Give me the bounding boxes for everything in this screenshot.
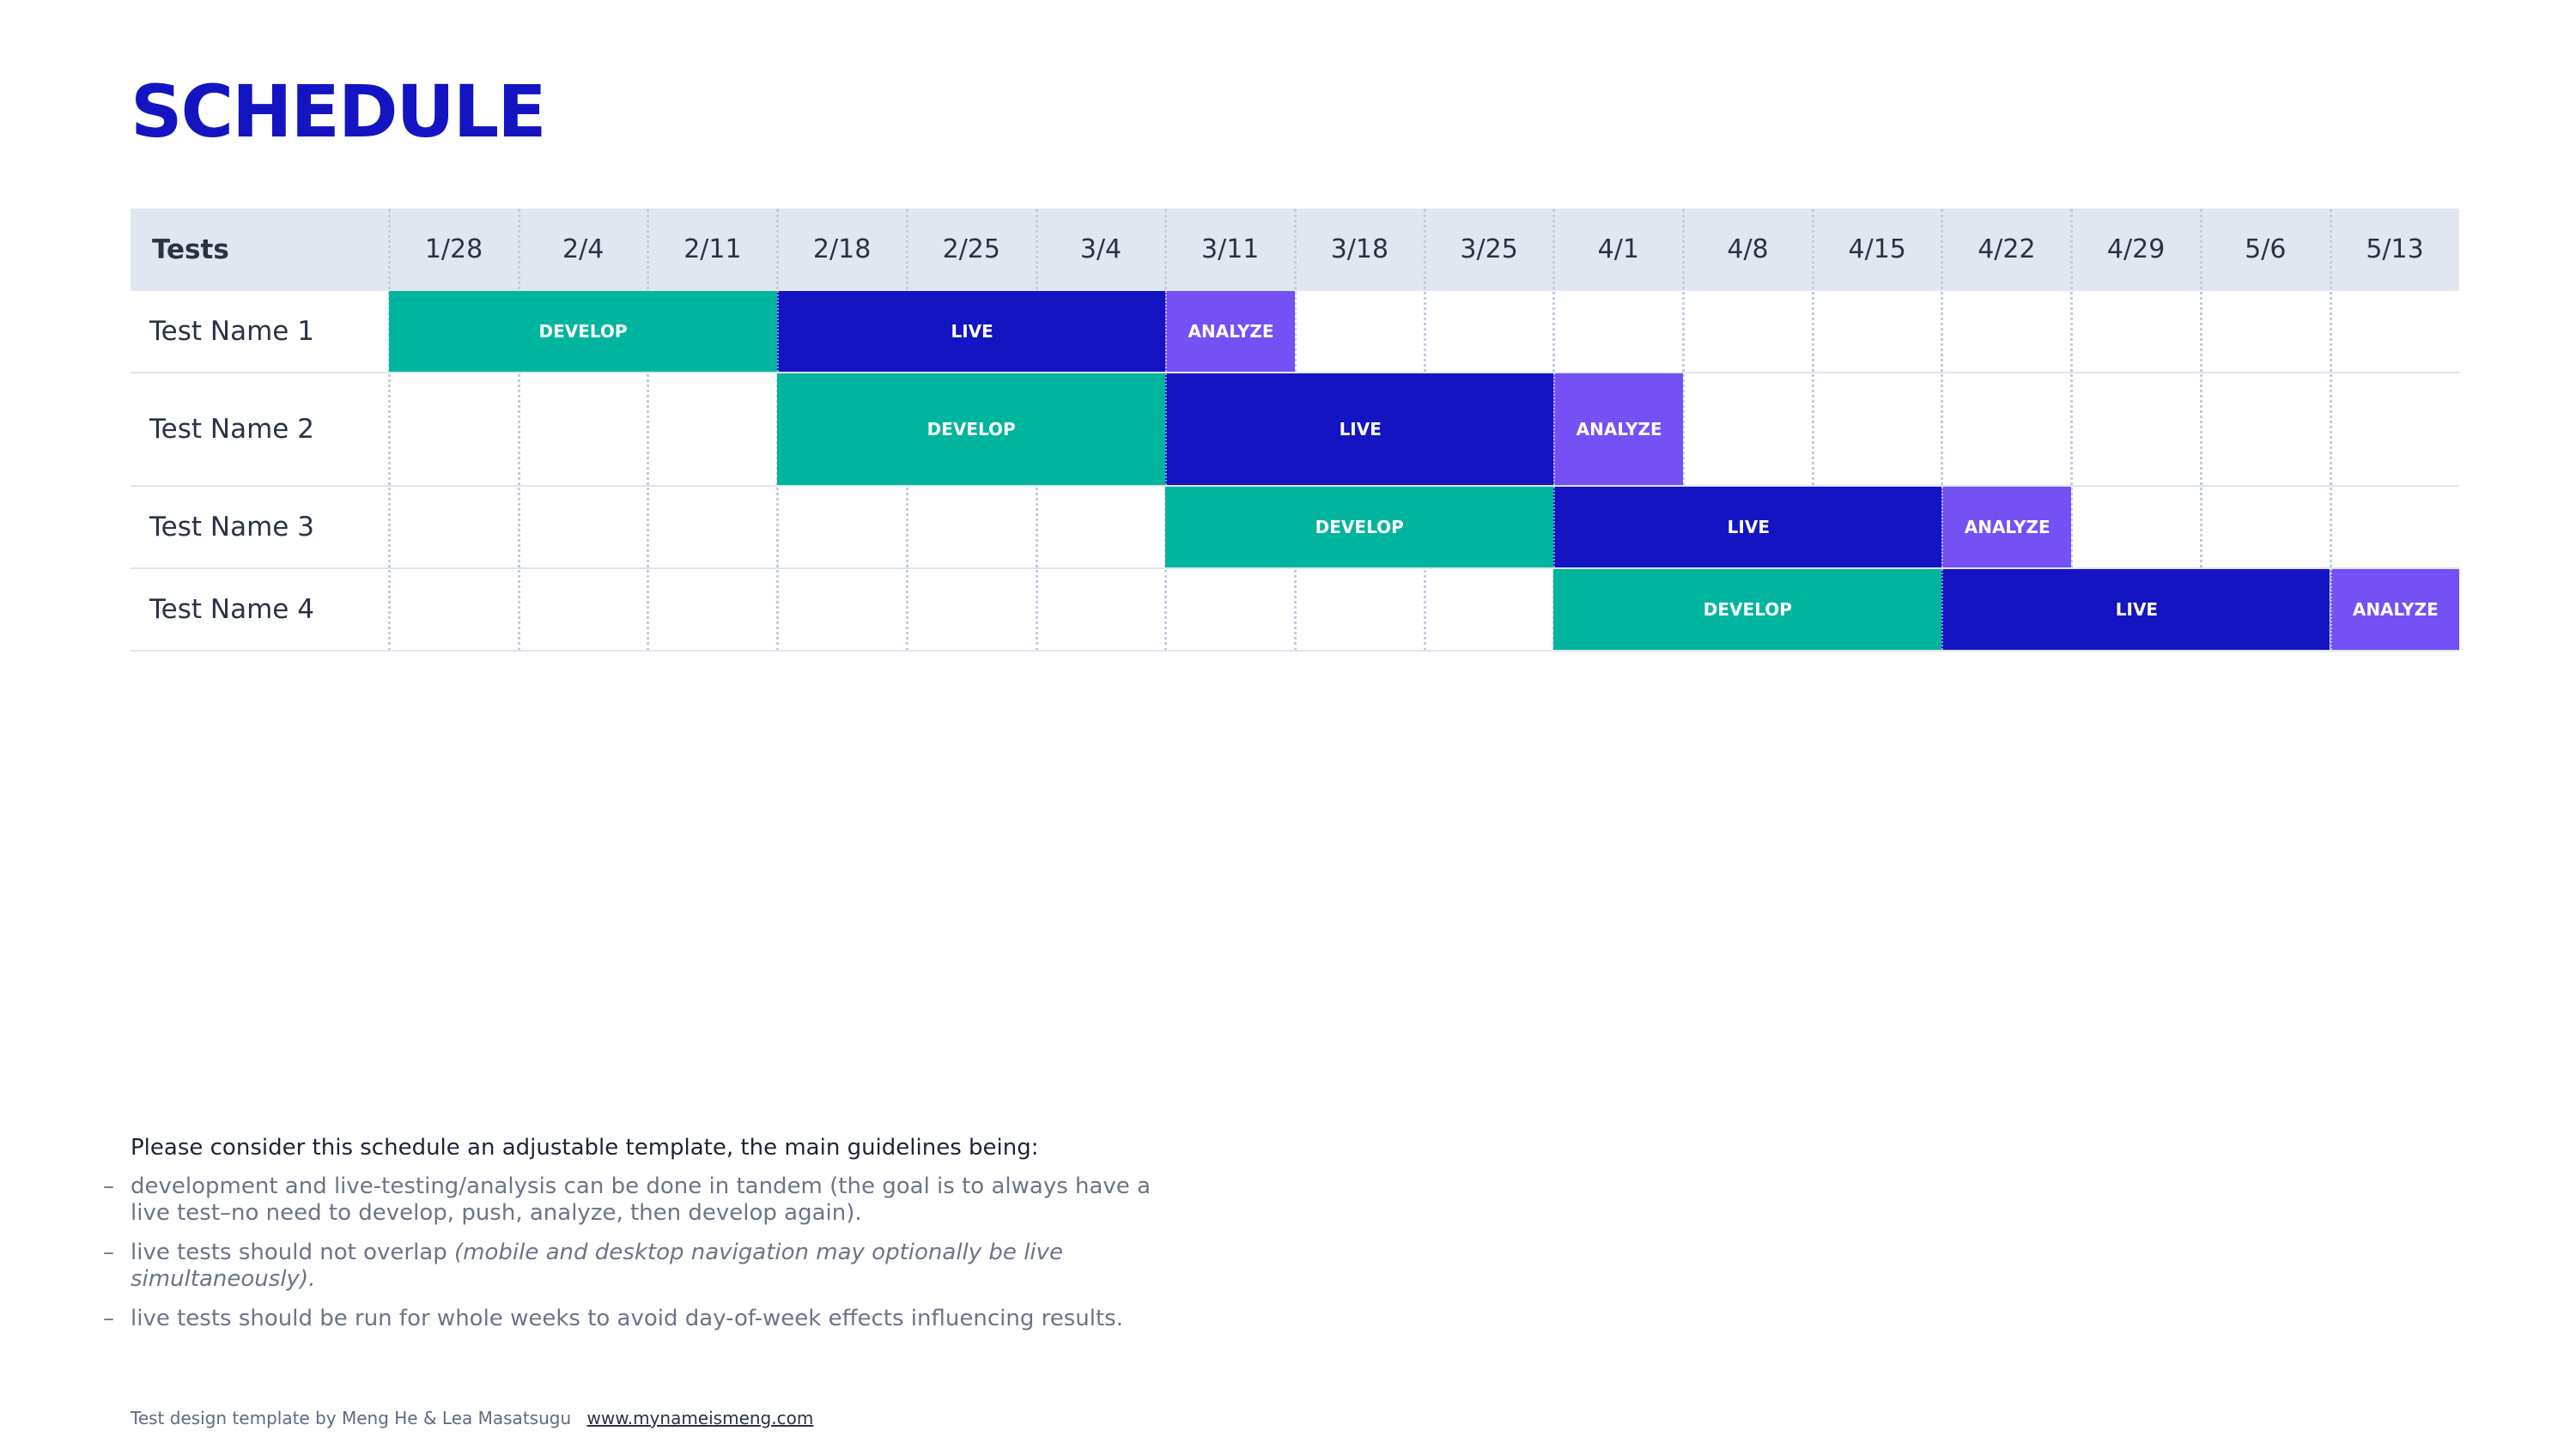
notes: Please consider this schedule an adjusta… bbox=[103, 1135, 1161, 1345]
phase-bar-develop[interactable]: DEVELOP bbox=[777, 373, 1166, 485]
bullet-text: live tests should be run for whole weeks… bbox=[131, 1306, 1123, 1331]
phase-bar-analyze[interactable]: ANALYZE bbox=[1165, 291, 1295, 372]
notes-bullet: – live tests should not overlap (mobile a… bbox=[103, 1240, 1161, 1293]
date-header: 4/8 bbox=[1727, 234, 1769, 264]
phase-bar-analyze[interactable]: ANALYZE bbox=[2330, 569, 2460, 650]
bullet-dash: – bbox=[103, 1240, 114, 1265]
date-header: 3/18 bbox=[1330, 234, 1389, 264]
date-header: 4/15 bbox=[1848, 234, 1906, 264]
date-header: 2/11 bbox=[683, 234, 742, 264]
notes-bullets: – development and live-testing/analysis c… bbox=[103, 1173, 1161, 1332]
phase-bar-live[interactable]: LIVE bbox=[777, 291, 1166, 372]
date-header: 2/4 bbox=[562, 234, 605, 264]
date-header: 2/18 bbox=[812, 234, 872, 264]
phase-bar-live[interactable]: LIVE bbox=[1941, 569, 2330, 650]
bullet-dash: – bbox=[103, 1306, 114, 1331]
schedule-table: Tests 1/28 2/4 2/11 2/18 2/25 3/4 3/11 3/18 3/25… bbox=[131, 209, 2460, 652]
header-tests-label: Tests bbox=[152, 234, 229, 265]
phase-bar-develop[interactable]: DEVELOP bbox=[1553, 569, 1942, 650]
phase-bar-live[interactable]: LIVE bbox=[1553, 487, 1942, 567]
grid-line-vertical bbox=[1811, 209, 1814, 652]
phase-bar-develop[interactable]: DEVELOP bbox=[1165, 487, 1554, 567]
row-separator bbox=[131, 567, 2459, 569]
grid-line-vertical bbox=[1682, 209, 1685, 652]
row-label: Test Name 4 bbox=[149, 594, 314, 625]
row-label: Test Name 1 bbox=[149, 316, 314, 347]
date-header: 5/13 bbox=[2366, 234, 2424, 264]
phase-bar-analyze[interactable]: ANALYZE bbox=[1553, 373, 1683, 485]
date-header: 2/25 bbox=[942, 234, 1000, 264]
phase-bar-analyze[interactable]: ANALYZE bbox=[1941, 487, 2072, 567]
row-label: Test Name 2 bbox=[149, 414, 314, 445]
date-header: 4/1 bbox=[1597, 234, 1639, 264]
date-header: 1/28 bbox=[424, 234, 483, 264]
grid-line-vertical bbox=[388, 209, 391, 652]
grid-line-vertical bbox=[2070, 209, 2074, 652]
date-header: 3/11 bbox=[1201, 234, 1260, 264]
row-separator bbox=[131, 650, 2459, 652]
phase-bar-develop[interactable]: DEVELOP bbox=[389, 291, 778, 372]
row-label: Test Name 3 bbox=[149, 512, 314, 543]
row-separator bbox=[131, 372, 2459, 373]
date-header: 3/25 bbox=[1460, 234, 1518, 264]
date-header: 4/22 bbox=[1978, 234, 2036, 264]
grid-line-vertical bbox=[517, 209, 520, 652]
date-header: 5/6 bbox=[2245, 234, 2287, 264]
page-title: SCHEDULE bbox=[131, 70, 547, 154]
grid-line-vertical bbox=[2329, 209, 2332, 652]
notes-bullet: – development and live-testing/analysis c… bbox=[103, 1173, 1161, 1227]
notes-bullet: – live tests should be run for whole week… bbox=[103, 1306, 1161, 1332]
bullet-text: development and live-testing/analysis ca… bbox=[131, 1173, 1151, 1226]
date-header: 4/29 bbox=[2106, 234, 2166, 264]
row-separator bbox=[131, 485, 2459, 487]
footer: Test design template by Meng He & Lea Ma… bbox=[131, 1408, 813, 1428]
footer-link[interactable]: www.mynameismeng.com bbox=[586, 1408, 814, 1428]
footer-credit: Test design template by Meng He & Lea Ma… bbox=[131, 1408, 572, 1428]
grid-line-vertical bbox=[647, 209, 650, 652]
bullet-italic-text: (mobile and desktop navigation may optio… bbox=[131, 1240, 1064, 1292]
grid-line-vertical bbox=[1941, 209, 1944, 652]
date-header: 3/4 bbox=[1079, 234, 1122, 264]
bullet-text: live tests should not overlap bbox=[131, 1240, 454, 1265]
notes-intro: Please consider this schedule an adjusta… bbox=[131, 1135, 1039, 1161]
grid-line-vertical bbox=[2199, 209, 2202, 652]
bullet-dash: – bbox=[103, 1173, 114, 1199]
phase-bar-live[interactable]: LIVE bbox=[1165, 373, 1554, 485]
